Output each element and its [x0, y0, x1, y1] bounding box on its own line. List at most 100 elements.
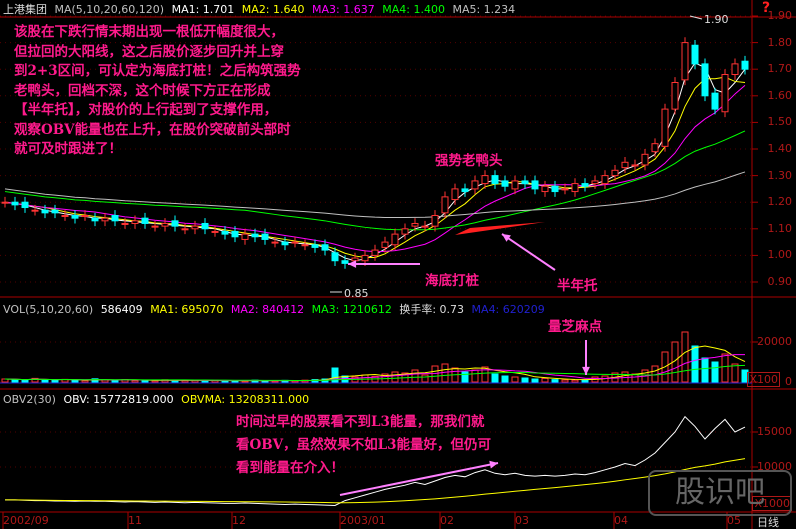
candle [691, 44, 699, 65]
candle [201, 222, 209, 230]
ma5-line [4, 171, 746, 219]
annotation-line: 该股在下跌行情末期出现一根低开幅度很大， [14, 24, 284, 40]
obv-line [5, 415, 746, 507]
x-tick-label: 02 [440, 514, 454, 527]
candle [641, 153, 649, 166]
candle [31, 209, 39, 212]
half-year-support-label: 半年托 [557, 278, 598, 294]
candle [521, 180, 529, 185]
vol-value: 586409 [100, 303, 143, 316]
axis-tick-label: 0.90 [767, 275, 793, 288]
volume-bar [671, 341, 679, 383]
period-button[interactable]: 日线 [757, 516, 779, 529]
candle [51, 209, 59, 214]
ma4-value: MA4: 1.400 [382, 3, 445, 16]
candle [41, 209, 49, 214]
volume-bar [561, 379, 569, 383]
candle [601, 175, 609, 185]
volume-unit: X100 [747, 372, 780, 387]
volume-bar [391, 371, 399, 383]
axis-tick-label: 15000 [757, 425, 792, 438]
volume-bar [81, 380, 89, 383]
volume-bar [431, 365, 439, 383]
axis-tick-label: 20000 [757, 335, 792, 348]
candle [91, 217, 99, 222]
volume-bar [521, 377, 529, 383]
volume-bar [331, 367, 339, 383]
candle [181, 228, 189, 231]
candle [391, 233, 399, 246]
candle [441, 196, 449, 214]
candle [401, 228, 409, 235]
candle [671, 82, 679, 110]
candle [61, 215, 69, 217]
volume-bar [441, 363, 449, 383]
ma-label: MA(5,10,20,60,120) [54, 3, 165, 16]
candle [141, 217, 149, 224]
candle [71, 215, 79, 219]
candle [221, 230, 229, 235]
vol-ma1: MA1: 695070 [150, 303, 224, 316]
volume-bar [711, 361, 719, 383]
axis-tick-label: 1.50 [767, 115, 793, 129]
volume-bar [151, 380, 159, 383]
vol-ma3-line [4, 364, 746, 381]
candle [451, 188, 459, 201]
ma4-line [4, 130, 746, 231]
volume-bar [701, 357, 709, 383]
candle [651, 143, 659, 153]
candle [131, 220, 139, 224]
candle [571, 183, 579, 193]
annotation-line: 时间过早的股票看不到L3能量，那我们就 [236, 414, 485, 430]
x-tick-label: 03 [515, 514, 529, 527]
candle [1, 201, 9, 204]
candle [111, 215, 119, 222]
candle [241, 233, 249, 240]
volume-bar [411, 369, 419, 383]
obv-value: OBV: 15772819.000 [63, 393, 174, 406]
candle [611, 169, 619, 177]
obv-header: OBV2(30) OBV: 15772819.000 OBVMA: 132083… [3, 393, 313, 406]
annotation-line: 老鸭头，回档不深，这个时候下方正在形成 [14, 82, 271, 99]
annotation-line: 就可及时跟进了！ [14, 141, 122, 157]
annotation-line: 【半年托】，对股价的上行起到了支撑作用， [14, 102, 278, 118]
bottom-piling-label: 海底打桩 [425, 273, 479, 289]
price-header: 上港集团 MA(5,10,20,60,120) MA1: 1.701 MA2: … [3, 1, 519, 17]
annotation-line: 观察OBV能量也在上升，在股价突破前头部时 [14, 121, 291, 138]
volume-bar [571, 379, 579, 383]
candle [581, 183, 589, 187]
candle [361, 254, 369, 262]
ma2-value: MA2: 1.640 [241, 3, 305, 16]
candle [591, 180, 599, 185]
axis-tick-label: 10000 [757, 460, 792, 473]
annotation-line: 看到能量在介入！ [236, 460, 344, 476]
candle [701, 63, 709, 97]
axis-tick-label: 1.10 [767, 221, 793, 235]
obvma-line [5, 458, 746, 504]
half-year-arrow [501, 233, 556, 271]
volume-bar [691, 345, 699, 383]
obvma-value: OBVMA: 13208311.000 [181, 393, 310, 406]
candle [511, 180, 519, 190]
high-marker [689, 15, 703, 20]
candle [421, 225, 429, 228]
candle [711, 92, 719, 110]
high-price-label: 1.90 [704, 13, 729, 26]
obv-arrow [339, 462, 499, 496]
candle [501, 180, 509, 187]
volume-bar [681, 331, 689, 383]
volume-bar [21, 379, 29, 383]
obv-annotation: 时间过早的股票看不到L3能量，那我们就 看OBV，虽然效果不如L3能量好，但仍可… [236, 411, 491, 480]
help-icon[interactable]: ? [762, 0, 771, 16]
candle [271, 241, 279, 244]
vol-ma2: MA2: 840412 [230, 303, 305, 316]
volume-bar [31, 377, 39, 383]
candle [161, 222, 169, 227]
vol-ma3: MA3: 1210612 [311, 303, 392, 316]
ma3-value: MA3: 1.637 [312, 3, 375, 16]
vol-ma4: MA4: 620209 [471, 303, 545, 316]
volume-bar [581, 379, 589, 383]
candle [551, 185, 559, 193]
volume-bar [361, 374, 369, 383]
